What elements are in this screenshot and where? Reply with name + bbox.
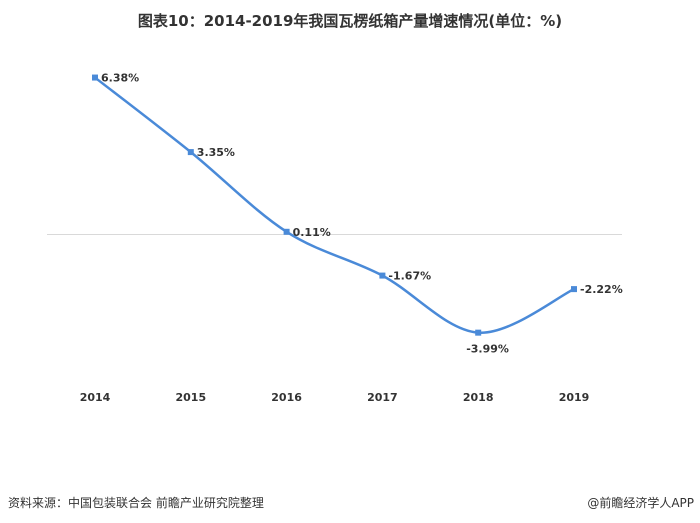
data-label: 6.38% xyxy=(101,72,139,85)
data-point xyxy=(92,74,98,81)
data-label: -1.67% xyxy=(388,270,431,283)
data-point xyxy=(283,228,290,235)
chart-title: 图表10：2014-2019年我国瓦楞纸箱产量增速情况(单位：%) xyxy=(137,12,563,30)
data-point xyxy=(571,286,577,293)
series-line xyxy=(94,76,575,334)
x-tick-label: 2014 xyxy=(80,391,111,404)
data-point xyxy=(379,272,386,279)
credit-note: @前瞻经济学人APP xyxy=(587,496,694,510)
x-tick-label: 2019 xyxy=(559,391,590,404)
data-label: 0.11% xyxy=(293,226,331,239)
data-point xyxy=(475,329,482,336)
data-point xyxy=(187,149,194,156)
x-tick-label: 2015 xyxy=(175,391,206,404)
x-tick-label: 2018 xyxy=(463,391,494,404)
line-chart: 6.38% 2014 3.35% 2015 0.11% 2016 -1.67% 2017 -3.… xyxy=(47,72,623,404)
data-label: -3.99% xyxy=(466,343,509,356)
data-label: -2.22% xyxy=(580,283,623,296)
source-note: 资料来源：中国包装联合会 前瞻产业研究院整理 xyxy=(8,496,264,510)
data-label: 3.35% xyxy=(197,146,235,159)
x-tick-label: 2017 xyxy=(367,391,398,404)
x-tick-label: 2016 xyxy=(271,391,302,404)
